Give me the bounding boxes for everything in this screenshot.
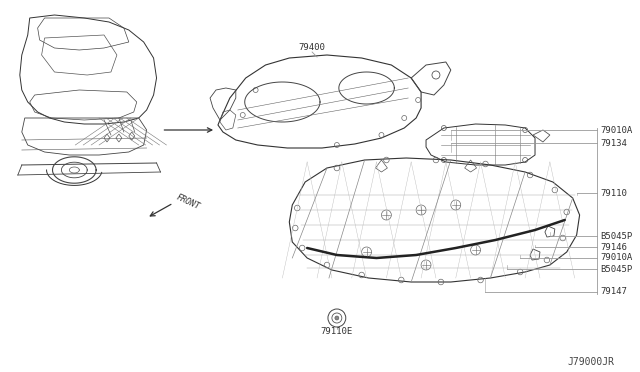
Text: 79110: 79110 bbox=[600, 189, 627, 198]
Text: 79146: 79146 bbox=[600, 243, 627, 251]
Circle shape bbox=[335, 316, 339, 320]
Text: 79400: 79400 bbox=[299, 42, 326, 51]
Text: FRONT: FRONT bbox=[174, 193, 201, 211]
Text: B5045P: B5045P bbox=[600, 231, 633, 241]
Text: 79010A: 79010A bbox=[600, 125, 633, 135]
Text: 79110E: 79110E bbox=[321, 327, 353, 337]
Text: 79147: 79147 bbox=[600, 288, 627, 296]
Text: B5045P: B5045P bbox=[600, 264, 633, 273]
Text: J79000JR: J79000JR bbox=[567, 357, 614, 367]
Text: 79010A: 79010A bbox=[600, 253, 633, 263]
Text: 79134: 79134 bbox=[600, 138, 627, 148]
